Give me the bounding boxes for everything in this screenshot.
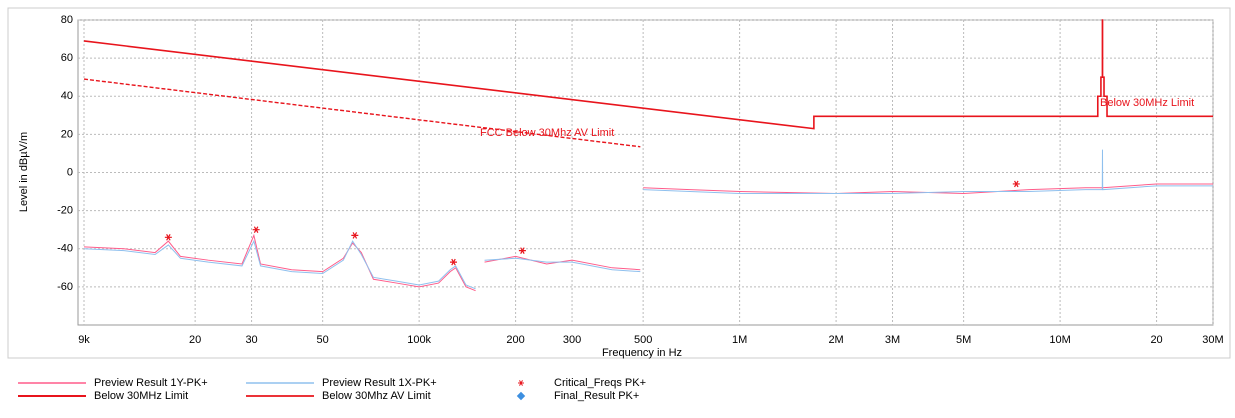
x-tick-label: 30M <box>1202 334 1223 346</box>
legend-item: Final_Result PK+ <box>516 390 639 402</box>
marker <box>351 232 359 239</box>
x-tick-label: 50 <box>317 334 329 346</box>
y-tick-label: 20 <box>61 128 73 140</box>
legend-item: Below 30MHz Limit <box>18 390 188 402</box>
x-tick-label: 1M <box>732 334 747 346</box>
x-tick-label: 3M <box>885 334 900 346</box>
legend-label: Below 30MHz Limit <box>94 390 188 402</box>
y-tick-label: 40 <box>61 90 73 102</box>
legend-item: Critical_Freqs PK+ <box>518 377 646 389</box>
legend-label: Final_Result PK+ <box>554 390 639 402</box>
legend-item: Preview Result 1Y-PK+ <box>18 377 208 389</box>
y-tick-label: 0 <box>67 166 73 178</box>
x-tick-label: 300 <box>563 334 581 346</box>
legend-item: Preview Result 1X-PK+ <box>246 377 437 389</box>
x-tick-label: 500 <box>634 334 652 346</box>
x-tick-label: 5M <box>956 334 971 346</box>
x-tick-label: 20 <box>1150 334 1162 346</box>
legend-item: Below 30Mhz AV Limit <box>246 390 431 402</box>
y-tick-label: -40 <box>57 243 73 255</box>
legend-swatch <box>516 391 526 401</box>
x-tick-label: 2M <box>828 334 843 346</box>
x-tick-label: 200 <box>506 334 524 346</box>
marker <box>164 233 172 241</box>
legend-label: Below 30Mhz AV Limit <box>322 390 431 402</box>
marker <box>449 258 457 266</box>
marker <box>518 247 526 254</box>
series-line <box>83 149 1213 290</box>
legend-label: Preview Result 1X-PK+ <box>322 377 437 389</box>
legend-label: Preview Result 1Y-PK+ <box>94 377 208 389</box>
x-tick-label: 10M <box>1049 334 1070 346</box>
y-tick-label: -60 <box>57 281 73 293</box>
marker <box>1012 180 1020 188</box>
x-tick-label: 30 <box>245 334 257 346</box>
annotation: Below 30MHz Limit <box>1100 97 1194 109</box>
x-tick-label: 100k <box>407 334 431 346</box>
y-axis-title: Level in dBµV/m <box>18 132 30 212</box>
y-tick-label: 80 <box>61 14 73 26</box>
legend-label: Critical_Freqs PK+ <box>554 377 646 389</box>
series-line <box>83 19 1213 130</box>
y-tick-label: 60 <box>61 52 73 64</box>
legend-swatch <box>518 380 524 386</box>
marker <box>252 226 260 234</box>
x-tick-label: 20 <box>189 334 201 346</box>
annotation: FCC Below 30Mhz AV Limit <box>480 127 614 139</box>
series-line <box>83 78 641 148</box>
y-tick-label: -20 <box>57 205 73 217</box>
x-axis-title: Frequency in Hz <box>602 347 682 359</box>
x-tick-label: 9k <box>78 334 90 346</box>
